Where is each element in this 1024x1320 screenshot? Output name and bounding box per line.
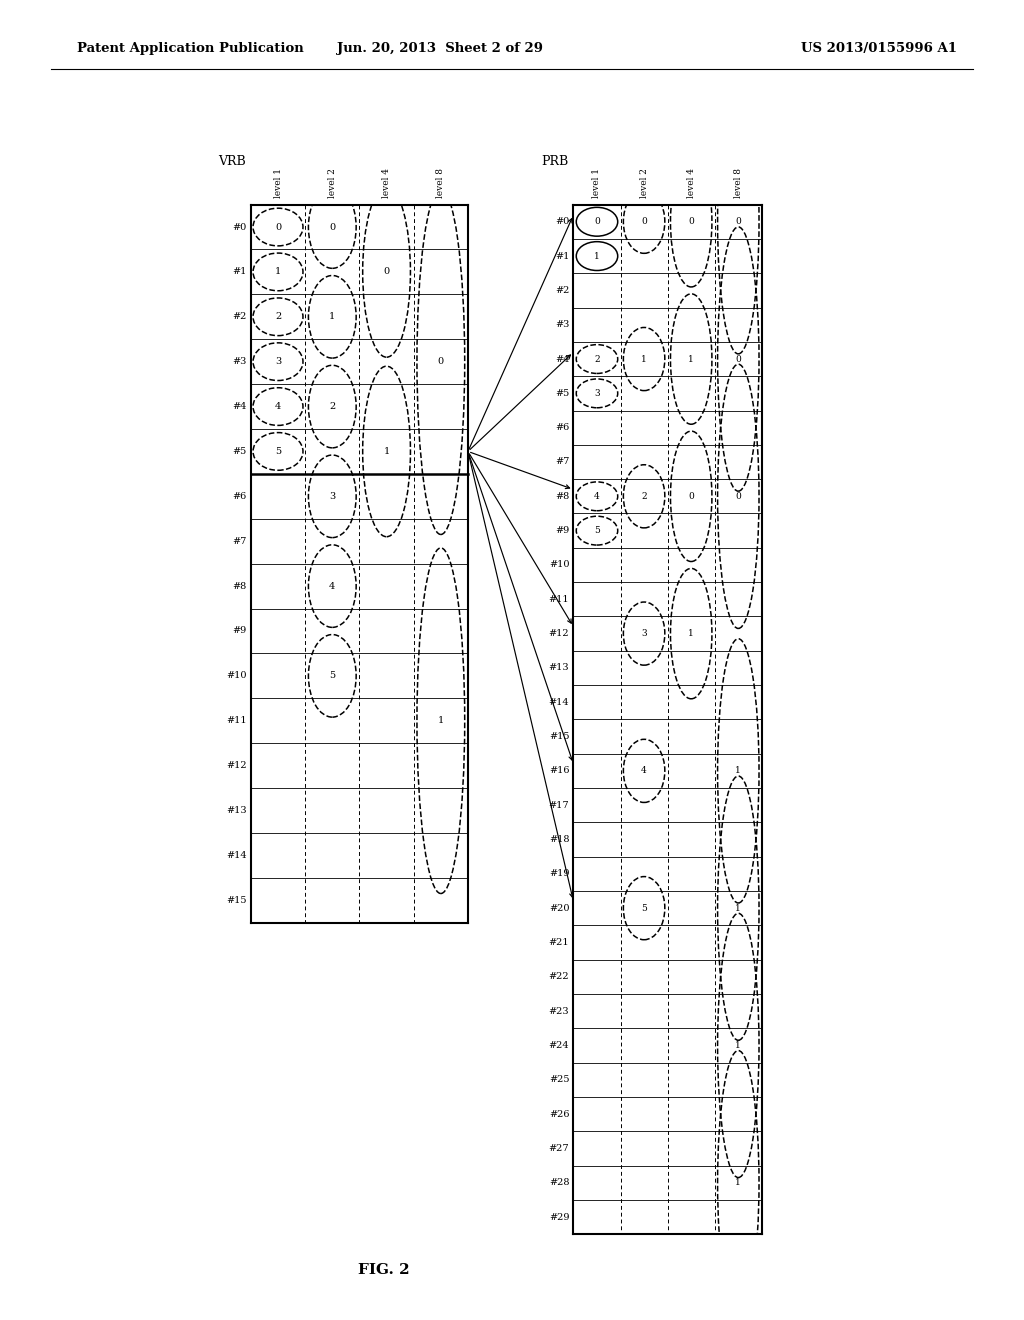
Text: 1: 1 xyxy=(383,447,390,455)
Text: #28: #28 xyxy=(549,1179,569,1187)
Text: level 4: level 4 xyxy=(687,168,695,198)
Text: 3: 3 xyxy=(329,492,336,500)
Text: US 2013/0155996 A1: US 2013/0155996 A1 xyxy=(802,42,957,55)
Text: #1: #1 xyxy=(555,252,569,260)
Text: #7: #7 xyxy=(232,537,247,545)
Text: 5: 5 xyxy=(594,527,600,535)
Text: 0: 0 xyxy=(735,355,741,363)
Text: 5: 5 xyxy=(641,904,647,912)
Text: level 4: level 4 xyxy=(382,168,391,198)
Text: 0: 0 xyxy=(384,268,389,276)
Text: 0: 0 xyxy=(688,218,694,226)
Text: #8: #8 xyxy=(555,492,569,500)
Text: 4: 4 xyxy=(594,492,600,500)
Text: 0: 0 xyxy=(594,218,600,226)
Text: Jun. 20, 2013  Sheet 2 of 29: Jun. 20, 2013 Sheet 2 of 29 xyxy=(337,42,544,55)
Text: #11: #11 xyxy=(549,595,569,603)
Text: 4: 4 xyxy=(329,582,336,590)
Text: 4: 4 xyxy=(274,403,282,411)
Text: #4: #4 xyxy=(555,355,569,363)
Text: #27: #27 xyxy=(549,1144,569,1152)
Text: 5: 5 xyxy=(330,672,335,680)
Text: 5: 5 xyxy=(275,447,281,455)
Text: 1: 1 xyxy=(437,717,444,725)
Text: 1: 1 xyxy=(735,1179,741,1187)
Text: #2: #2 xyxy=(555,286,569,294)
Text: 0: 0 xyxy=(688,492,694,500)
Text: #6: #6 xyxy=(555,424,569,432)
Text: #14: #14 xyxy=(226,851,247,859)
Text: #18: #18 xyxy=(549,836,569,843)
Text: #3: #3 xyxy=(555,321,569,329)
Text: #25: #25 xyxy=(549,1076,569,1084)
Text: 2: 2 xyxy=(641,492,647,500)
Text: #9: #9 xyxy=(232,627,247,635)
Text: #20: #20 xyxy=(549,904,569,912)
Text: 0: 0 xyxy=(438,358,443,366)
Text: #21: #21 xyxy=(549,939,569,946)
Text: #7: #7 xyxy=(555,458,569,466)
Text: #5: #5 xyxy=(232,447,247,455)
Text: 0: 0 xyxy=(735,492,741,500)
Text: #1: #1 xyxy=(232,268,247,276)
Text: 3: 3 xyxy=(594,389,600,397)
Text: level 1: level 1 xyxy=(593,168,601,198)
Text: level 1: level 1 xyxy=(273,168,283,198)
Text: #9: #9 xyxy=(555,527,569,535)
Text: 0: 0 xyxy=(330,223,335,231)
Text: #8: #8 xyxy=(232,582,247,590)
Text: PRB: PRB xyxy=(541,154,568,168)
Text: VRB: VRB xyxy=(218,154,246,168)
Text: 1: 1 xyxy=(274,268,282,276)
Text: #15: #15 xyxy=(226,896,247,904)
Text: 3: 3 xyxy=(641,630,647,638)
Text: #24: #24 xyxy=(549,1041,569,1049)
Text: #4: #4 xyxy=(232,403,247,411)
Text: 2: 2 xyxy=(329,403,336,411)
Text: #2: #2 xyxy=(232,313,247,321)
Text: 1: 1 xyxy=(641,355,647,363)
Text: #0: #0 xyxy=(555,218,569,226)
Text: #15: #15 xyxy=(549,733,569,741)
Text: 1: 1 xyxy=(688,630,694,638)
Text: 4: 4 xyxy=(641,767,647,775)
Text: 0: 0 xyxy=(641,218,647,226)
Text: 3: 3 xyxy=(274,358,282,366)
Text: #16: #16 xyxy=(549,767,569,775)
Text: 1: 1 xyxy=(688,355,694,363)
Text: #26: #26 xyxy=(549,1110,569,1118)
Text: #12: #12 xyxy=(226,762,247,770)
Text: 0: 0 xyxy=(275,223,281,231)
Text: #23: #23 xyxy=(549,1007,569,1015)
Text: 2: 2 xyxy=(274,313,282,321)
Text: 0: 0 xyxy=(735,218,741,226)
Text: #13: #13 xyxy=(226,807,247,814)
Text: level 8: level 8 xyxy=(436,168,445,198)
Text: #22: #22 xyxy=(549,973,569,981)
Text: 2: 2 xyxy=(594,355,600,363)
Text: 1: 1 xyxy=(735,1041,741,1049)
Text: level 2: level 2 xyxy=(328,168,337,198)
Text: #0: #0 xyxy=(232,223,247,231)
Text: #12: #12 xyxy=(549,630,569,638)
Text: #10: #10 xyxy=(549,561,569,569)
Text: #10: #10 xyxy=(226,672,247,680)
Text: 1: 1 xyxy=(594,252,600,260)
Text: Patent Application Publication: Patent Application Publication xyxy=(77,42,303,55)
Text: #17: #17 xyxy=(549,801,569,809)
Text: #14: #14 xyxy=(549,698,569,706)
Text: 1: 1 xyxy=(735,767,741,775)
Text: #19: #19 xyxy=(549,870,569,878)
Text: level 2: level 2 xyxy=(640,168,648,198)
Text: #29: #29 xyxy=(549,1213,569,1221)
Text: #5: #5 xyxy=(555,389,569,397)
Text: #6: #6 xyxy=(232,492,247,500)
Text: 1: 1 xyxy=(735,904,741,912)
Text: 1: 1 xyxy=(329,313,336,321)
Text: #3: #3 xyxy=(232,358,247,366)
Text: #13: #13 xyxy=(549,664,569,672)
Text: level 8: level 8 xyxy=(734,168,742,198)
Text: FIG. 2: FIG. 2 xyxy=(358,1263,410,1276)
Text: #11: #11 xyxy=(226,717,247,725)
